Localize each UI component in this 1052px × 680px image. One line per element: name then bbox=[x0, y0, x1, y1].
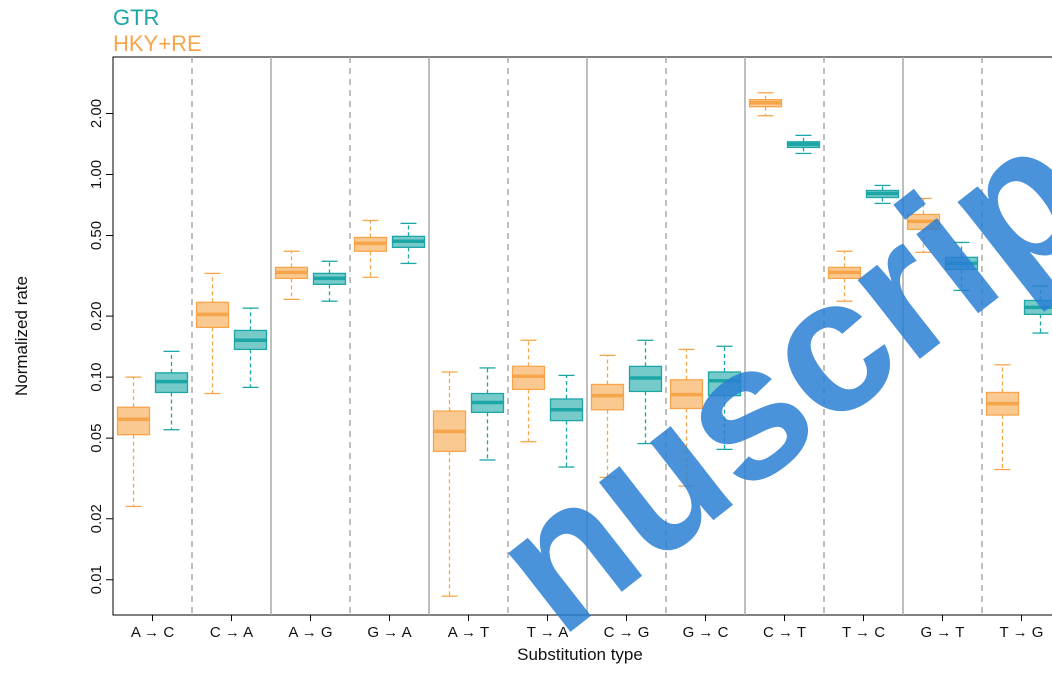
y-tick-label: 2.00 bbox=[88, 99, 105, 128]
x-tick-label: T → G bbox=[1000, 624, 1044, 641]
box bbox=[118, 407, 150, 434]
x-tick-label: G → A bbox=[367, 624, 411, 641]
y-tick-label: 0.01 bbox=[88, 565, 105, 594]
x-tick-label: A → G bbox=[288, 624, 332, 641]
y-tick-label: 0.05 bbox=[88, 424, 105, 453]
x-tick-label: A → C bbox=[131, 624, 175, 641]
legend-entry: HKY+RE bbox=[113, 31, 202, 56]
x-tick-label: A → T bbox=[448, 624, 489, 641]
x-tick-label: G → T bbox=[921, 624, 965, 641]
y-axis-label: Normalized rate bbox=[12, 276, 31, 396]
x-tick-label: G → C bbox=[683, 624, 729, 641]
legend-entry: GTR bbox=[113, 5, 159, 30]
y-tick-label: 0.10 bbox=[88, 363, 105, 392]
x-tick-label: C → A bbox=[210, 624, 253, 641]
x-tick-label: T → C bbox=[842, 624, 885, 641]
x-tick-label: C → T bbox=[763, 624, 806, 641]
y-tick-label: 0.20 bbox=[88, 302, 105, 331]
y-tick-label: 0.50 bbox=[88, 221, 105, 250]
y-tick-label: 0.02 bbox=[88, 504, 105, 533]
y-tick-label: 1.00 bbox=[88, 160, 105, 189]
